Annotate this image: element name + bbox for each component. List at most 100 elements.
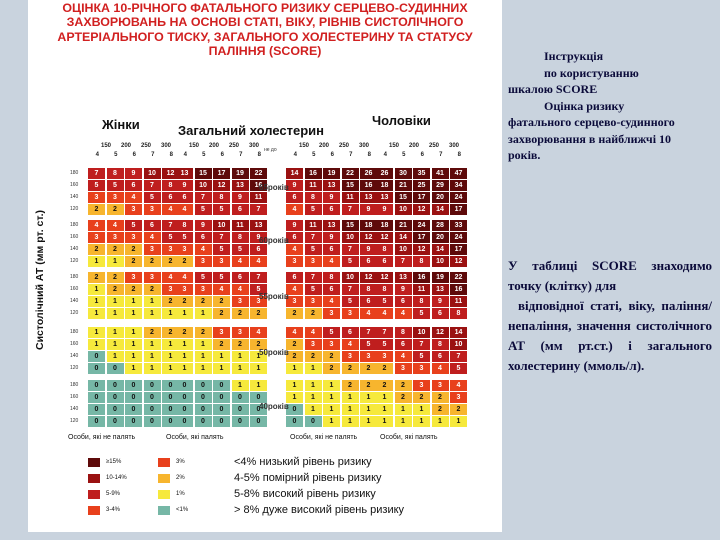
risk-cell[interactable]: 4 — [162, 204, 179, 215]
risk-cell[interactable]: 6 — [231, 204, 249, 215]
risk-cell[interactable]: 0 — [176, 404, 193, 415]
risk-cell[interactable]: 3 — [213, 327, 230, 338]
risk-cell[interactable]: 2 — [376, 380, 393, 391]
risk-cell[interactable]: 8 — [413, 256, 430, 267]
risk-cell[interactable]: 6 — [286, 192, 303, 203]
risk-cell[interactable]: 0 — [88, 416, 105, 427]
risk-cell[interactable]: 14 — [394, 232, 412, 243]
risk-cell[interactable]: 9 — [360, 244, 377, 255]
risk-cell[interactable]: 2 — [106, 272, 124, 283]
risk-cell[interactable]: 4 — [304, 327, 322, 338]
risk-cell[interactable]: 3 — [394, 363, 412, 374]
risk-cell[interactable]: 17 — [413, 232, 430, 243]
risk-cell[interactable]: 1 — [162, 351, 179, 362]
risk-cell[interactable]: 1 — [125, 351, 142, 362]
risk-cell[interactable]: 8 — [376, 284, 393, 295]
risk-cell[interactable]: 0 — [231, 392, 249, 403]
risk-cell[interactable]: 1 — [125, 327, 142, 338]
risk-cell[interactable]: 11 — [250, 192, 267, 203]
risk-cell[interactable]: 0 — [125, 380, 142, 391]
risk-cell[interactable]: 6 — [286, 272, 303, 283]
risk-cell[interactable]: 6 — [323, 244, 340, 255]
risk-cell[interactable]: 0 — [143, 404, 161, 415]
risk-cell[interactable]: 13 — [394, 272, 412, 283]
risk-cell[interactable]: 5 — [162, 232, 179, 243]
risk-cell[interactable]: 0 — [162, 416, 179, 427]
risk-cell[interactable]: 35 — [413, 168, 430, 179]
risk-cell[interactable]: 1 — [360, 392, 377, 403]
risk-cell[interactable]: 1 — [143, 351, 161, 362]
risk-cell[interactable]: 1 — [88, 308, 105, 319]
risk-cell[interactable]: 2 — [143, 284, 161, 295]
risk-cell[interactable]: 0 — [88, 404, 105, 415]
risk-cell[interactable]: 12 — [431, 327, 449, 338]
risk-cell[interactable]: 6 — [360, 296, 377, 307]
risk-cell[interactable]: 2 — [323, 351, 340, 362]
risk-cell[interactable]: 3 — [231, 327, 249, 338]
risk-cell[interactable]: 5 — [304, 204, 322, 215]
risk-cell[interactable]: 10 — [413, 327, 430, 338]
risk-cell[interactable]: 12 — [413, 244, 430, 255]
risk-cell[interactable]: 2 — [231, 339, 249, 350]
risk-cell[interactable]: 10 — [394, 204, 412, 215]
risk-cell[interactable]: 1 — [162, 339, 179, 350]
risk-cell[interactable]: 3 — [450, 392, 467, 403]
risk-cell[interactable]: 4 — [88, 220, 105, 231]
risk-cell[interactable]: 1 — [304, 380, 322, 391]
risk-cell[interactable]: 1 — [106, 256, 124, 267]
risk-cell[interactable]: 16 — [450, 284, 467, 295]
risk-cell[interactable]: 2 — [450, 404, 467, 415]
risk-cell[interactable]: 1 — [106, 339, 124, 350]
risk-cell[interactable]: 4 — [250, 327, 267, 338]
risk-cell[interactable]: 10 — [341, 232, 359, 243]
risk-cell[interactable]: 3 — [125, 204, 142, 215]
risk-cell[interactable]: 1 — [213, 363, 230, 374]
risk-cell[interactable]: 0 — [106, 380, 124, 391]
risk-cell[interactable]: 16 — [360, 180, 377, 191]
risk-cell[interactable]: 1 — [394, 416, 412, 427]
risk-cell[interactable]: 7 — [376, 327, 393, 338]
risk-cell[interactable]: 3 — [106, 232, 124, 243]
risk-cell[interactable]: 2 — [341, 363, 359, 374]
risk-cell[interactable]: 41 — [431, 168, 449, 179]
risk-cell[interactable]: 9 — [125, 168, 142, 179]
risk-cell[interactable]: 14 — [450, 327, 467, 338]
risk-cell[interactable]: 4 — [394, 351, 412, 362]
risk-cell[interactable]: 0 — [213, 380, 230, 391]
risk-cell[interactable]: 9 — [250, 232, 267, 243]
risk-cell[interactable]: 2 — [88, 204, 105, 215]
risk-cell[interactable]: 12 — [162, 168, 179, 179]
risk-cell[interactable]: 3 — [143, 204, 161, 215]
risk-cell[interactable]: 0 — [88, 392, 105, 403]
risk-cell[interactable]: 0 — [194, 392, 212, 403]
risk-cell[interactable]: 6 — [394, 339, 412, 350]
risk-cell[interactable]: 1 — [194, 308, 212, 319]
risk-cell[interactable]: 1 — [376, 404, 393, 415]
risk-cell[interactable]: 2 — [88, 244, 105, 255]
risk-cell[interactable]: 1 — [376, 416, 393, 427]
risk-cell[interactable]: 4 — [376, 308, 393, 319]
risk-cell[interactable]: 10 — [341, 272, 359, 283]
risk-cell[interactable]: 3 — [286, 296, 303, 307]
risk-cell[interactable]: 28 — [431, 220, 449, 231]
risk-cell[interactable]: 5 — [341, 256, 359, 267]
risk-cell[interactable]: 13 — [231, 180, 249, 191]
risk-cell[interactable]: 6 — [323, 284, 340, 295]
risk-cell[interactable]: 2 — [106, 244, 124, 255]
risk-cell[interactable]: 0 — [125, 392, 142, 403]
risk-cell[interactable]: 22 — [450, 272, 467, 283]
risk-cell[interactable]: 9 — [360, 204, 377, 215]
risk-cell[interactable]: 6 — [194, 232, 212, 243]
risk-cell[interactable]: 5 — [125, 220, 142, 231]
risk-cell[interactable]: 5 — [376, 339, 393, 350]
risk-cell[interactable]: 8 — [394, 327, 412, 338]
risk-cell[interactable]: 4 — [143, 232, 161, 243]
risk-cell[interactable]: 3 — [413, 380, 430, 391]
risk-cell[interactable]: 0 — [176, 380, 193, 391]
risk-cell[interactable]: 13 — [323, 220, 340, 231]
risk-cell[interactable]: 2 — [88, 272, 105, 283]
risk-cell[interactable]: 4 — [194, 244, 212, 255]
risk-cell[interactable]: 4 — [231, 284, 249, 295]
risk-cell[interactable]: 2 — [286, 339, 303, 350]
risk-cell[interactable]: 0 — [194, 404, 212, 415]
